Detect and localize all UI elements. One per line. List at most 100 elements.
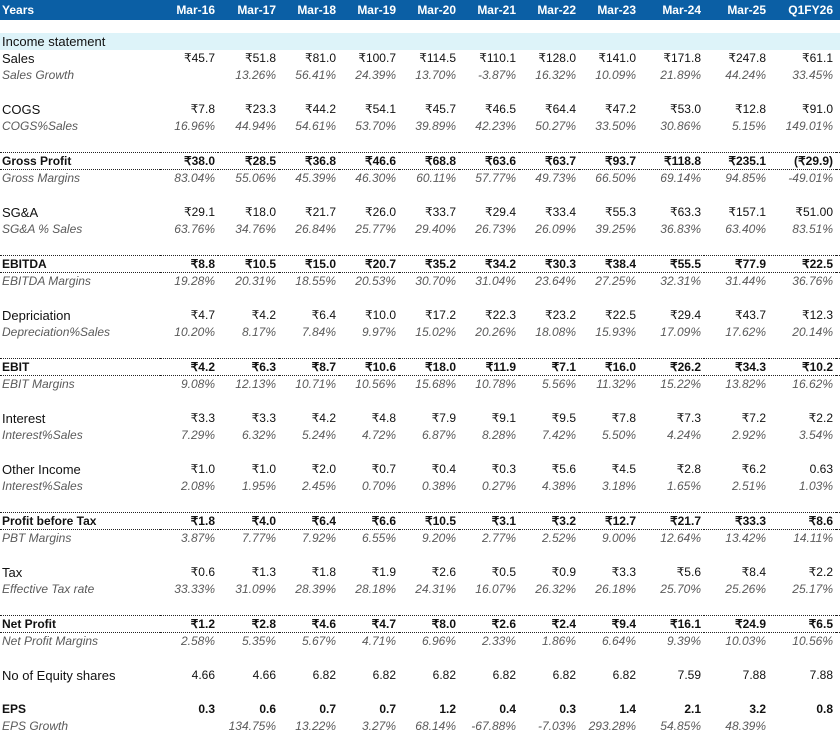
value-cell: 8.28% <box>481 428 516 442</box>
value-cell: 17.62% <box>725 325 766 339</box>
value-cell: 6.82 <box>492 668 516 682</box>
value-cell: ₹54.1 <box>365 102 396 116</box>
value-cell: 9.08% <box>180 377 215 391</box>
value-cell: 0.27% <box>481 479 516 493</box>
row-label: Sales <box>2 51 35 66</box>
column-header-mar-21: Mar-21 <box>459 0 519 20</box>
spacer-row <box>0 290 840 307</box>
value-cell: 94.85% <box>725 171 766 185</box>
value-cell: ₹68.8 <box>399 152 459 170</box>
value-cell: ₹6.4 <box>311 308 336 322</box>
row-label: COGS%Sales <box>2 119 79 133</box>
value-cell: 3.87% <box>180 531 215 545</box>
spacer-row <box>0 650 840 667</box>
value-cell: 63.76% <box>174 222 215 236</box>
value-cell: 0.4 <box>499 702 516 716</box>
value-cell: ₹22.5 <box>769 255 836 273</box>
value-cell: ₹8.0 <box>399 615 459 633</box>
value-cell: ₹12.7 <box>579 512 639 530</box>
value-cell: 23.64% <box>535 274 576 288</box>
value-cell: 21.89% <box>660 68 701 82</box>
value-cell: 56.41% <box>295 68 336 82</box>
value-cell: 25.17% <box>792 582 833 596</box>
value-cell: ₹29.1 <box>184 205 215 219</box>
value-cell: ₹35.2 <box>399 255 459 273</box>
row-label: PBT Margins <box>2 531 72 545</box>
value-cell: 50.27% <box>535 119 576 133</box>
value-cell: 24.39% <box>355 68 396 82</box>
value-cell <box>639 33 704 50</box>
filler-cell <box>836 427 840 444</box>
row-label: COGS <box>2 102 41 117</box>
value-cell: 83.04% <box>174 171 215 185</box>
value-cell: 10.56% <box>355 377 396 391</box>
spacer-cell <box>0 598 840 616</box>
value-cell: 4.24% <box>666 428 701 442</box>
value-cell: 5.24% <box>301 428 336 442</box>
row-label: Net Profit <box>0 615 160 633</box>
value-cell: 34.76% <box>235 222 276 236</box>
value-cell: 13.70% <box>415 68 456 82</box>
value-cell: ₹2.4 <box>519 615 579 633</box>
column-header-mar-17: Mar-17 <box>218 0 279 20</box>
value-cell: 7.42% <box>541 428 576 442</box>
value-cell: ₹247.8 <box>728 51 766 65</box>
value-cell: 48.39% <box>725 719 766 733</box>
column-header-mar-24: Mar-24 <box>639 0 704 20</box>
row-label: EBIT Margins <box>2 377 75 391</box>
value-cell: ₹15.0 <box>279 255 339 273</box>
value-cell: ₹7.3 <box>676 411 701 425</box>
row-sales: Sales ₹45.7 ₹51.8 ₹81.0 ₹100.7 ₹114.5 ₹110.1 ₹1… <box>0 50 840 67</box>
value-cell: ₹9.1 <box>491 411 516 425</box>
value-cell: 33.50% <box>595 119 636 133</box>
row-sg-a-sales: SG&A % Sales 63.76% 34.76% 26.84% 25.77% 29.4… <box>0 221 840 238</box>
spacer-row <box>0 393 840 410</box>
value-cell: 6.82 <box>612 668 636 682</box>
filler-cell <box>836 170 840 188</box>
value-cell: ₹4.7 <box>190 308 215 322</box>
value-cell: ₹171.8 <box>663 51 701 65</box>
value-cell: ₹7.8 <box>190 102 215 116</box>
value-cell: 36.83% <box>660 222 701 236</box>
value-cell: ₹28.5 <box>218 152 279 170</box>
value-cell: ₹128.0 <box>538 51 576 65</box>
value-cell: ₹10.2 <box>769 358 836 376</box>
value-cell: ₹63.6 <box>459 152 519 170</box>
value-cell: 20.53% <box>355 274 396 288</box>
value-cell: 1.03% <box>798 479 833 493</box>
row-eps: EPS 0.3 0.6 0.7 0.7 1.2 0.4 0.3 1.4 2.1 3.2 0.8 <box>0 701 840 718</box>
value-cell: ₹6.5 <box>769 615 836 633</box>
value-cell: ₹8.8 <box>160 255 218 273</box>
column-header-mar-22: Mar-22 <box>519 0 579 20</box>
spacer-row <box>0 495 840 513</box>
spacer-row <box>0 341 840 359</box>
value-cell: 54.85% <box>660 719 701 733</box>
value-cell: 5.67% <box>301 634 336 648</box>
value-cell: ₹21.7 <box>639 512 704 530</box>
row-label: Other Income <box>2 462 81 477</box>
value-cell: ₹26.0 <box>365 205 396 219</box>
row-ebitda: EBITDA ₹8.8 ₹10.5 ₹15.0 ₹20.7 ₹35.2 ₹34.2 ₹30.3… <box>0 255 840 273</box>
row-gross-profit: Gross Profit ₹38.0 ₹28.5 ₹36.8 ₹46.6 ₹68.8 ₹63… <box>0 152 840 170</box>
column-header-mar-25: Mar-25 <box>704 0 769 20</box>
row-no-of-equity-shares: No of Equity shares 4.66 4.66 6.82 6.82 6.82 6… <box>0 667 840 684</box>
filler-cell <box>836 718 840 735</box>
value-cell: ₹38.0 <box>160 152 218 170</box>
value-cell: 3.18% <box>601 479 636 493</box>
value-cell: ₹0.7 <box>371 462 396 476</box>
spacer-cell <box>0 393 840 410</box>
value-cell: 53.70% <box>355 119 396 133</box>
row-sales-growth: Sales Growth 13.26% 56.41% 24.39% 13.70% -3.8… <box>0 67 840 84</box>
value-cell: 9.20% <box>421 531 456 545</box>
value-cell: 31.09% <box>235 582 276 596</box>
value-cell: 3.27% <box>361 719 396 733</box>
row-gross-margins: Gross Margins 83.04% 55.06% 45.39% 46.30% 60.… <box>0 170 840 188</box>
value-cell: 134.75% <box>228 719 276 733</box>
value-cell: ₹235.1 <box>704 152 769 170</box>
value-cell: ₹9.5 <box>551 411 576 425</box>
value-cell: ₹4.7 <box>339 615 399 633</box>
value-cell: 12.13% <box>235 377 276 391</box>
value-cell: ₹10.5 <box>218 255 279 273</box>
value-cell: ₹44.2 <box>305 102 336 116</box>
value-cell: 2.92% <box>731 428 766 442</box>
